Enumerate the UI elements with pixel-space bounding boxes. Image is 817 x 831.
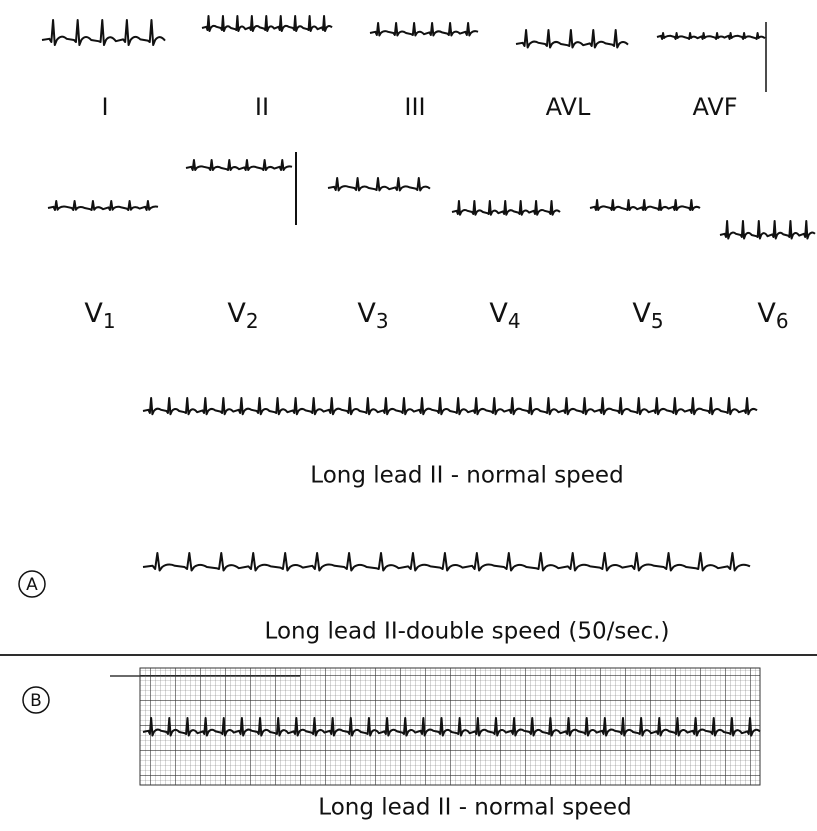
caption: Long lead II-double speed (50/sec.) [265, 619, 670, 645]
lead-subscript: 3 [376, 309, 389, 333]
lead-subscript: 6 [776, 309, 789, 333]
lead-letter: V [357, 298, 376, 329]
ecg-trace [42, 20, 165, 45]
lead-letter: V [84, 298, 103, 329]
lead-label: V2 [227, 298, 258, 333]
panel-label: A [26, 575, 38, 595]
lead-subscript: 4 [508, 309, 521, 333]
panel-label: B [30, 691, 42, 711]
ecg-trace [720, 221, 815, 239]
lead-label: V3 [357, 298, 388, 333]
ecg-trace [657, 33, 765, 39]
lead-label: V1 [84, 298, 115, 333]
lead-subscript: 1 [103, 309, 116, 333]
ecg-trace [516, 30, 628, 48]
lead-label: AVF [692, 93, 737, 121]
lead-label: I [101, 93, 108, 121]
ecg-trace [452, 201, 560, 215]
lead-letter: V [227, 298, 246, 329]
ecg-grid [140, 668, 760, 785]
lead-label: V5 [632, 298, 663, 333]
page: {"limb_leads": ["I", "II", "III", "AVL",… [0, 0, 817, 831]
lead-label: V6 [757, 298, 788, 333]
lead-subscript: 5 [651, 309, 664, 333]
lead-label: AVL [546, 93, 591, 121]
ecg-trace [143, 553, 750, 571]
caption: Long lead II - normal speed [310, 463, 623, 489]
lead-letter: V [632, 298, 651, 329]
ecg-trace [370, 23, 478, 36]
ecg-trace [202, 16, 332, 31]
lead-label: III [404, 93, 425, 121]
lead-letter: V [489, 298, 508, 329]
ecg-trace [143, 398, 757, 414]
lead-letter: V [757, 298, 776, 329]
ecg-trace [328, 178, 430, 191]
ecg-trace [186, 160, 292, 170]
caption: Long lead II - normal speed [318, 795, 631, 821]
ecg-trace [590, 200, 700, 210]
lead-label: V4 [489, 298, 520, 333]
lead-subscript: 2 [246, 309, 259, 333]
ecg-figure: IIIIIIAVLAVFV1V2V3V4V5V6 Long lead II - … [0, 0, 817, 827]
lead-label: II [255, 93, 269, 121]
ecg-trace [48, 201, 158, 210]
